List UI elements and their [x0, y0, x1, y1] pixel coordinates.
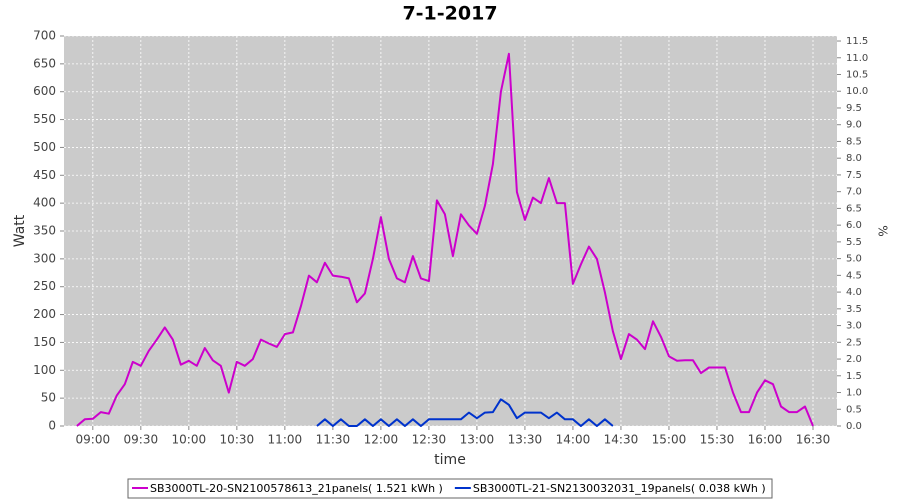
y2-tick-label: 3.5 — [846, 304, 862, 315]
x-tick-label: 15:30 — [700, 433, 735, 447]
x-tick-label: 13:30 — [508, 433, 543, 447]
y-tick-label: 650 — [33, 56, 56, 70]
y2-tick-label: 5.5 — [846, 237, 862, 248]
y2-tick-label: 11.0 — [846, 53, 868, 64]
y-tick-label: 100 — [33, 363, 56, 377]
y2-tick-label: 0.0 — [846, 421, 862, 432]
y-tick-label: 0 — [48, 419, 56, 433]
legend-label: SB3000TL-21-SN2130032031_19panels( 0.038… — [473, 482, 766, 495]
x-tick-label: 16:00 — [748, 433, 783, 447]
y2-tick-label: 1.5 — [846, 371, 862, 382]
y2-tick-label: 10.5 — [846, 69, 868, 80]
y2-tick-label: 4.5 — [846, 270, 862, 281]
y-tick-label: 500 — [33, 140, 56, 154]
x-tick-label: 09:00 — [76, 433, 111, 447]
legend — [127, 478, 773, 499]
x-tick-label: 11:30 — [316, 433, 351, 447]
y2-tick-label: 3.0 — [846, 321, 862, 332]
y2-tick-label: 11.5 — [846, 36, 868, 47]
y-tick-label: 350 — [33, 224, 56, 238]
x-tick-label: 09:30 — [124, 433, 159, 447]
y2-tick-label: 2.5 — [846, 337, 862, 348]
x-tick-label: 10:30 — [220, 433, 255, 447]
x-tick-label: 16:30 — [796, 433, 831, 447]
y2-tick-label: 6.0 — [846, 220, 862, 231]
y2-tick-label: 9.5 — [846, 103, 862, 114]
y-tick-label: 250 — [33, 279, 56, 293]
series-line — [316, 398, 614, 427]
y-tick-label: 700 — [33, 29, 56, 43]
y-axis-label: Watt — [12, 214, 28, 247]
y2-tick-label: 9.0 — [846, 120, 862, 131]
y-tick-label: 450 — [33, 168, 56, 182]
y2-axis-label: % — [876, 225, 890, 236]
x-tick-label: 10:00 — [172, 433, 207, 447]
y2-tick-label: 8.5 — [846, 136, 862, 147]
x-tick-label: 14:00 — [556, 433, 591, 447]
y2-tick-label: 6.5 — [846, 203, 862, 214]
y-tick-label: 550 — [33, 112, 56, 126]
x-tick-label: 12:30 — [412, 433, 447, 447]
x-axis-label: time — [434, 452, 466, 468]
x-tick-label: 14:30 — [604, 433, 639, 447]
y-tick-label: 50 — [41, 391, 56, 405]
series-line — [76, 52, 814, 427]
y-tick-label: 600 — [33, 84, 56, 98]
y2-tick-label: 10.0 — [846, 86, 868, 97]
chart-title: 7-1-2017 — [402, 3, 497, 25]
y2-tick-label: 1.0 — [846, 388, 862, 399]
x-tick-label: 11:00 — [268, 433, 303, 447]
legend-label: SB3000TL-20-SN2100578613_21panels( 1.521… — [150, 482, 443, 495]
y-tick-label: 300 — [33, 251, 56, 265]
y-tick-label: 150 — [33, 335, 56, 349]
y2-tick-label: 0.5 — [846, 404, 862, 415]
y2-tick-label: 4.0 — [846, 287, 862, 298]
y-tick-label: 400 — [33, 196, 56, 210]
x-tick-label: 13:00 — [460, 433, 495, 447]
x-tick-label: 15:00 — [652, 433, 687, 447]
y2-tick-label: 8.0 — [846, 153, 862, 164]
y2-tick-label: 2.0 — [846, 354, 862, 365]
y2-tick-label: 7.0 — [846, 187, 862, 198]
x-tick-label: 12:00 — [364, 433, 399, 447]
y2-tick-label: 7.5 — [846, 170, 862, 181]
y-tick-label: 200 — [33, 307, 56, 321]
y2-tick-label: 5.0 — [846, 254, 862, 265]
